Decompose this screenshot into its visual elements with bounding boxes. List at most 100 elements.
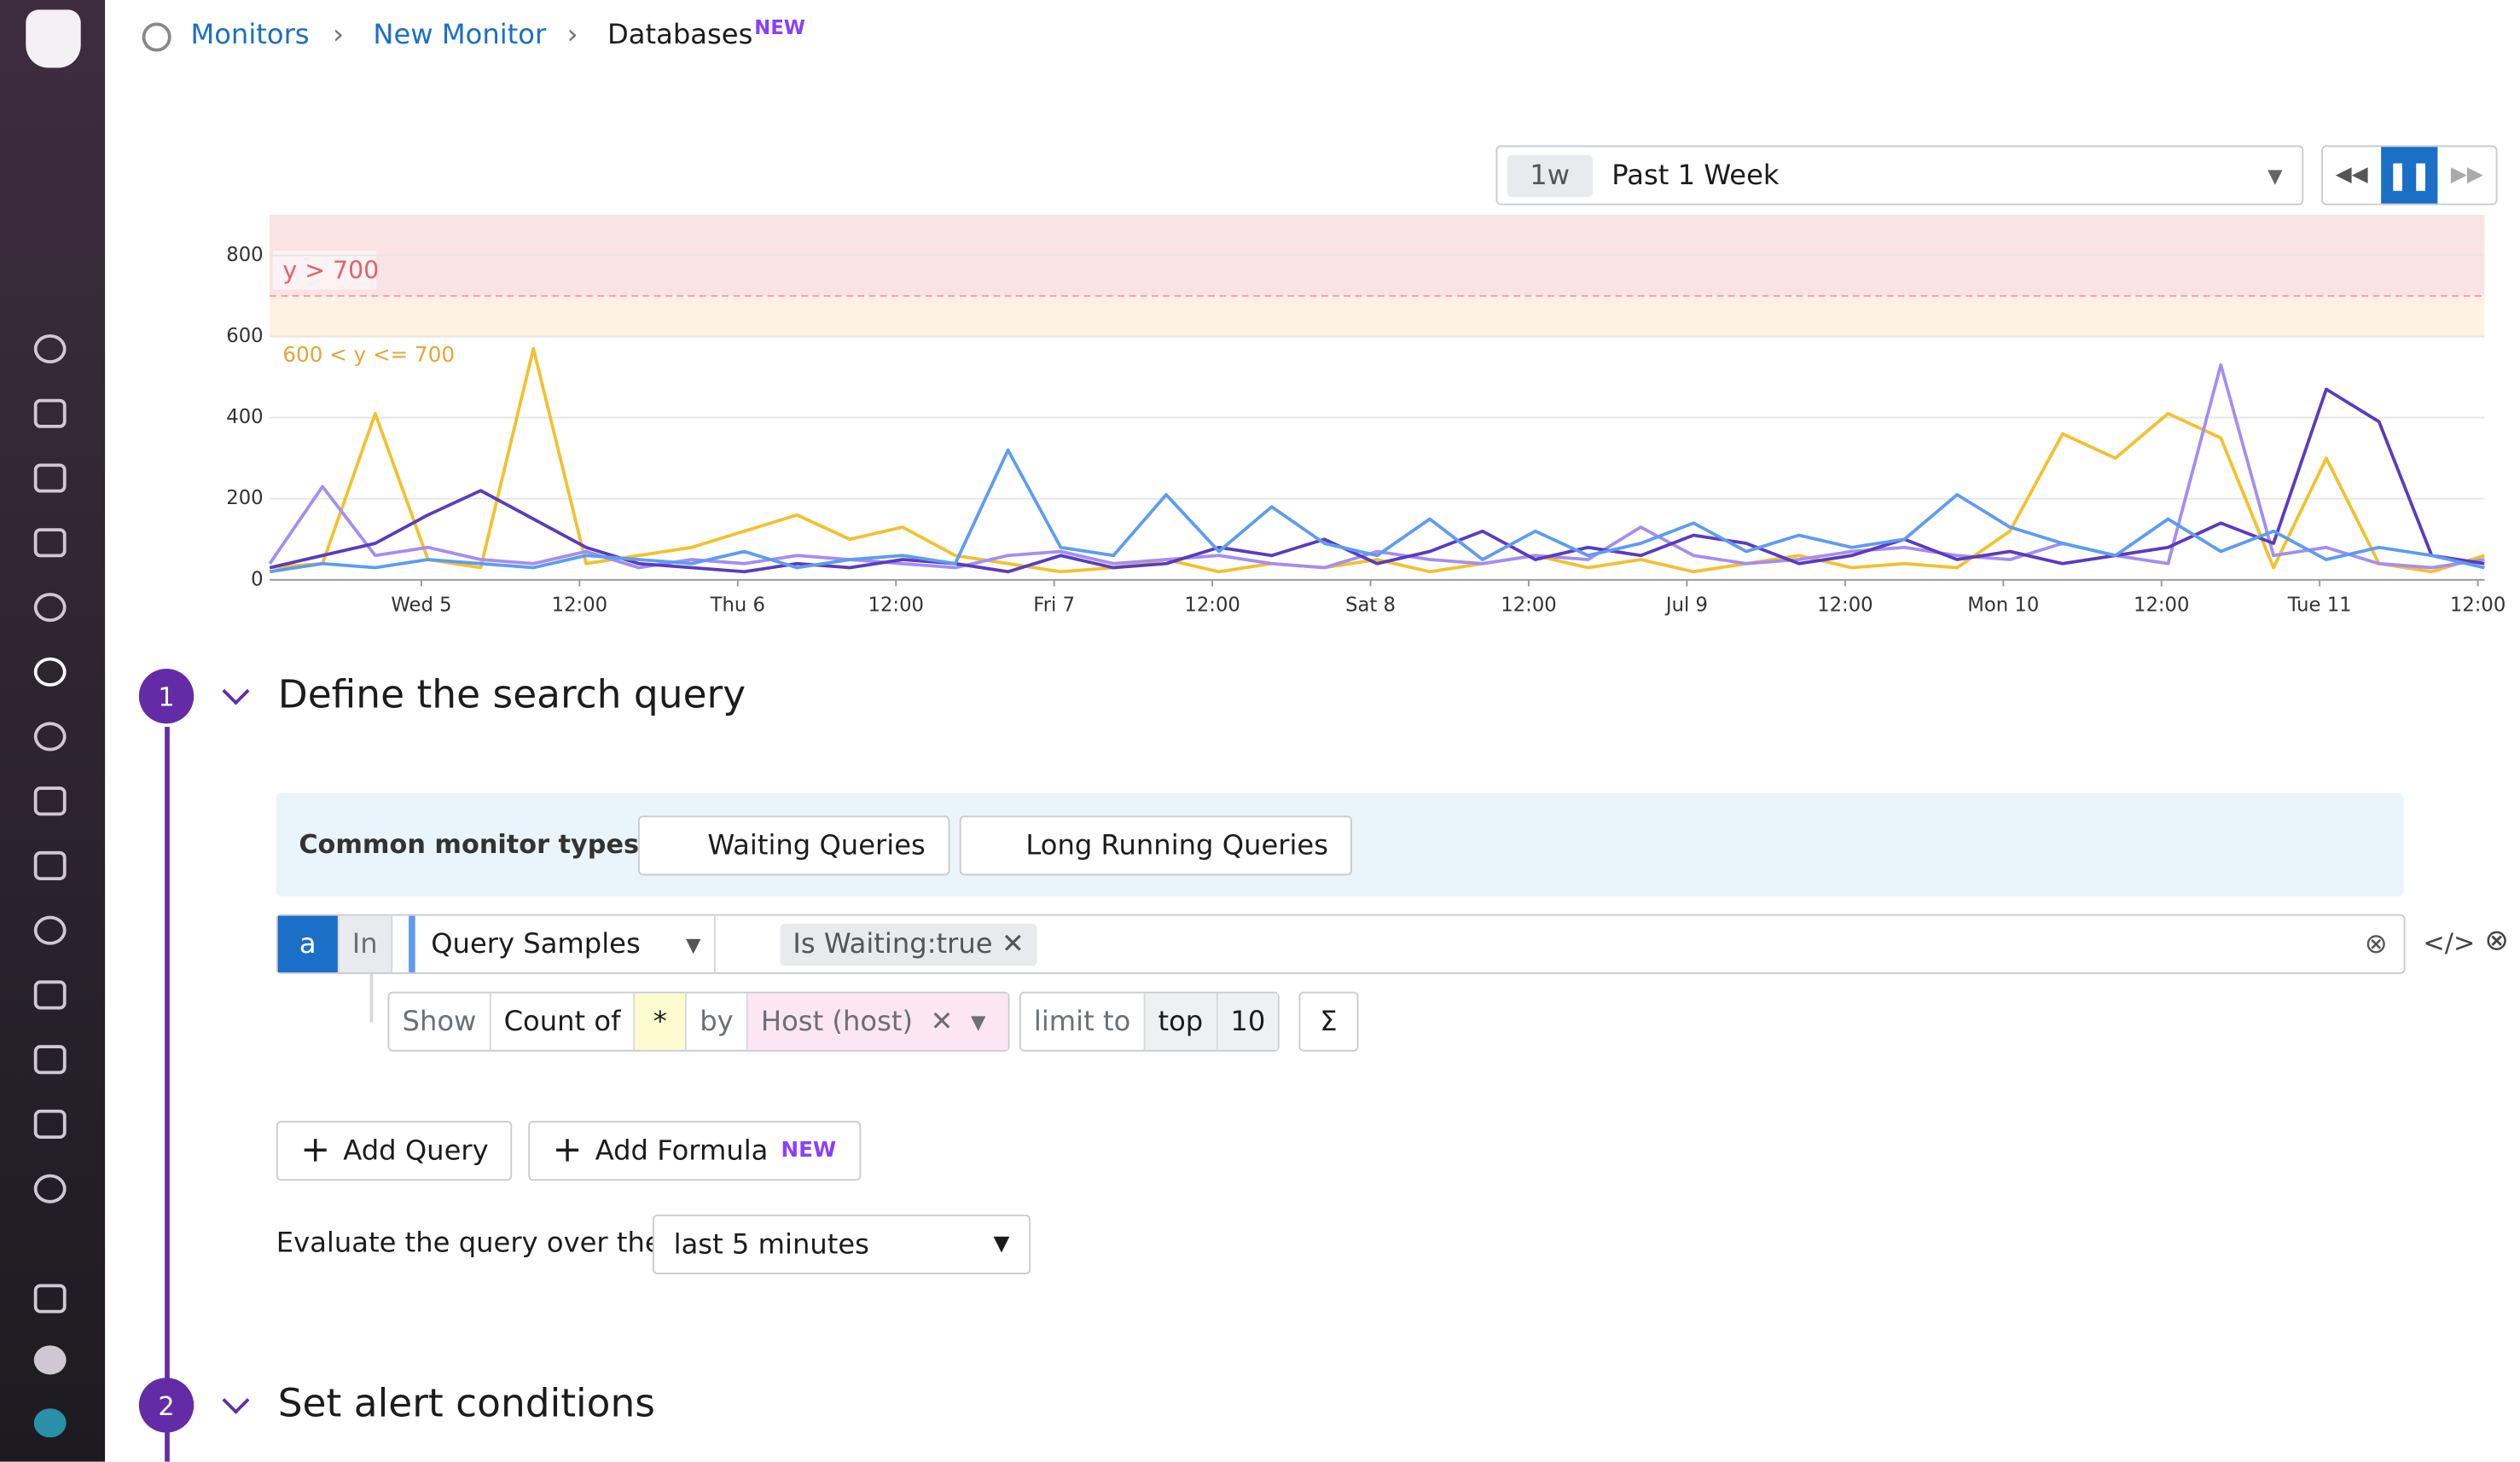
nav-ci[interactable] [33, 1174, 67, 1204]
window-label: last 5 minutes [673, 1228, 869, 1261]
dropdown-caret: ▼ [685, 932, 701, 956]
breadcrumb-link[interactable]: Monitors [190, 19, 310, 52]
nav-watchdog[interactable] [33, 398, 67, 428]
x-tick-label: 12:00 [2134, 595, 2189, 617]
x-tick-label: Jul 9 [1664, 595, 1708, 617]
sidebar [0, 0, 106, 1462]
limit-label: limit to [1021, 993, 1146, 1050]
collapse-chevron[interactable] [222, 1386, 250, 1414]
x-tick-label: 12:00 [1817, 595, 1873, 617]
new-badge: NEW [754, 15, 805, 39]
x-tick-label: Wed 5 [391, 595, 451, 617]
time-picker[interactable]: 1w Past 1 Week ▼ [1495, 145, 2304, 206]
x-tick-label: Fri 7 [1033, 595, 1075, 617]
y-tick-label: 600 [226, 325, 263, 347]
window-select[interactable]: last 5 minutes ▼ [653, 1214, 1031, 1275]
common-types-panel: Common monitor types Waiting Queries Lon… [276, 792, 2404, 896]
label-bg [273, 339, 435, 375]
group-tag[interactable]: Host (host) ✕ ▼ [747, 993, 1008, 1050]
x-tick-label: 12:00 [1184, 595, 1240, 617]
collapse-chevron[interactable] [222, 677, 250, 705]
new-badge: NEW [781, 1138, 837, 1163]
step-number: 1 [138, 668, 195, 724]
add-query-button[interactable]: + Add Query [276, 1121, 514, 1181]
filter-tag[interactable]: Is Waiting:true ✕ [780, 923, 1038, 966]
nav-apm[interactable] [33, 722, 67, 751]
breadcrumb-link[interactable]: New Monitor [373, 19, 547, 52]
nav-dashboards[interactable] [33, 528, 67, 558]
measure[interactable]: * [635, 993, 688, 1050]
source-select[interactable]: Query Samples ▼ [408, 915, 716, 972]
nav-notebooks[interactable] [33, 980, 67, 1010]
type-button[interactable]: Long Running Queries [959, 815, 1353, 876]
rewind-button[interactable]: ◀◀ [2335, 163, 2368, 188]
plus-icon: + [300, 1130, 331, 1171]
nav-monitors[interactable] [33, 657, 67, 687]
aggregation[interactable]: Count of [491, 993, 636, 1050]
forward-button[interactable]: ▶▶ [2450, 163, 2483, 188]
limit-order[interactable]: top [1145, 993, 1218, 1050]
breadcrumb-separator: › [566, 19, 578, 52]
tree-connector [369, 973, 374, 1023]
label-bg [273, 250, 377, 290]
nav-events[interactable] [33, 463, 67, 493]
show-label: Show [389, 993, 491, 1050]
show-row: Show Count of * by Host (host) ✕ ▼ [387, 991, 1010, 1052]
clear-button[interactable]: ⊗ [2364, 927, 2388, 960]
nav-integrations[interactable] [33, 786, 67, 816]
remove-query[interactable]: ⊗ [2484, 924, 2509, 958]
x-tick-label: 12:00 [2450, 595, 2505, 617]
x-tick-label: Tue 11 [2287, 595, 2352, 617]
type-button[interactable]: Waiting Queries [637, 815, 950, 876]
plus-icon: + [552, 1130, 583, 1171]
breadcrumb-separator: › [333, 19, 344, 52]
y-tick-label: 800 [226, 244, 263, 266]
by-label: by [687, 993, 748, 1050]
x-tick-label: Sat 8 [1345, 595, 1396, 617]
function-button[interactable]: Σ [1298, 991, 1359, 1052]
source-label: Query Samples [431, 927, 641, 960]
nav-ux[interactable] [33, 1045, 67, 1075]
nav-user[interactable] [33, 1408, 67, 1438]
common-types-label: Common monitor types [299, 828, 640, 860]
x-tick-label: Thu 6 [710, 595, 765, 617]
step-number: 2 [138, 1378, 195, 1433]
chart: y > 700 600 < y <= 700 0 200 400 600 800 Wed 5 1… [226, 214, 2505, 617]
line-series [268, 363, 2485, 570]
y-tick-label: 400 [226, 406, 263, 428]
code-toggle[interactable]: </> [2423, 926, 2476, 958]
time-short: 1w [1507, 154, 1593, 197]
evaluate-label: Evaluate the query over the [276, 1227, 662, 1261]
limit-row: limit to top 10 [1019, 991, 1280, 1052]
nav-help[interactable] [33, 1345, 67, 1375]
nav-chat[interactable] [33, 1284, 67, 1314]
line-series [270, 346, 2485, 574]
playback-controls: ◀◀ ❚❚ ▶▶ [2321, 145, 2498, 206]
x-tick-label: 12:00 [1501, 595, 1556, 617]
button-label: Add Formula [595, 1134, 769, 1168]
button-label: Waiting Queries [707, 829, 926, 862]
pause-button[interactable]: ❚❚ [2380, 147, 2439, 204]
nav-logs[interactable] [33, 850, 67, 881]
query-name: a [277, 915, 340, 972]
time-label: Past 1 Week [1611, 159, 1780, 192]
x-tick-label: 12:00 [552, 595, 607, 617]
limit-count[interactable]: 10 [1217, 993, 1279, 1050]
x-tick-label: 12:00 [868, 595, 924, 617]
logo[interactable] [26, 9, 81, 68]
nav-security[interactable] [33, 1109, 67, 1139]
nav-infrastructure[interactable] [33, 592, 67, 623]
alert-label: y > 700 [282, 257, 379, 285]
add-formula-button[interactable]: + Add Formula NEW [528, 1121, 861, 1181]
breadcrumb-current: Databases [607, 19, 753, 52]
step-title: Define the search query [277, 671, 746, 717]
x-tick-label: Mon 10 [1967, 595, 2039, 617]
query-in: In [339, 915, 392, 972]
line-series [269, 387, 2485, 574]
warning-label: 600 < y <= 700 [282, 342, 455, 367]
nav-search[interactable] [33, 334, 67, 364]
nav-network[interactable] [33, 915, 67, 945]
